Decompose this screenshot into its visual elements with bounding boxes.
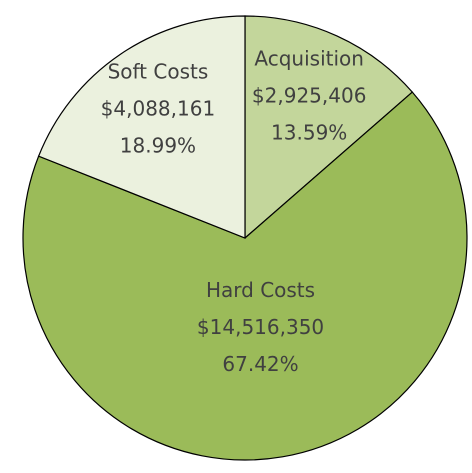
slice-label: Soft Costs [108, 59, 209, 83]
pie-slice [37, 15, 246, 239]
pie-slice [244, 15, 414, 240]
value-label: $4,088,161 [101, 96, 216, 120]
slice-label: Hard Costs [206, 278, 315, 302]
percent-label: 67.42% [222, 352, 298, 376]
pie-slice [22, 91, 468, 461]
value-label: $2,925,406 [252, 83, 367, 107]
value-label: $14,516,350 [197, 315, 324, 339]
percent-label: 18.99% [120, 133, 196, 157]
percent-label: 13.59% [271, 120, 347, 144]
slice-label: Acquisition [254, 46, 364, 70]
